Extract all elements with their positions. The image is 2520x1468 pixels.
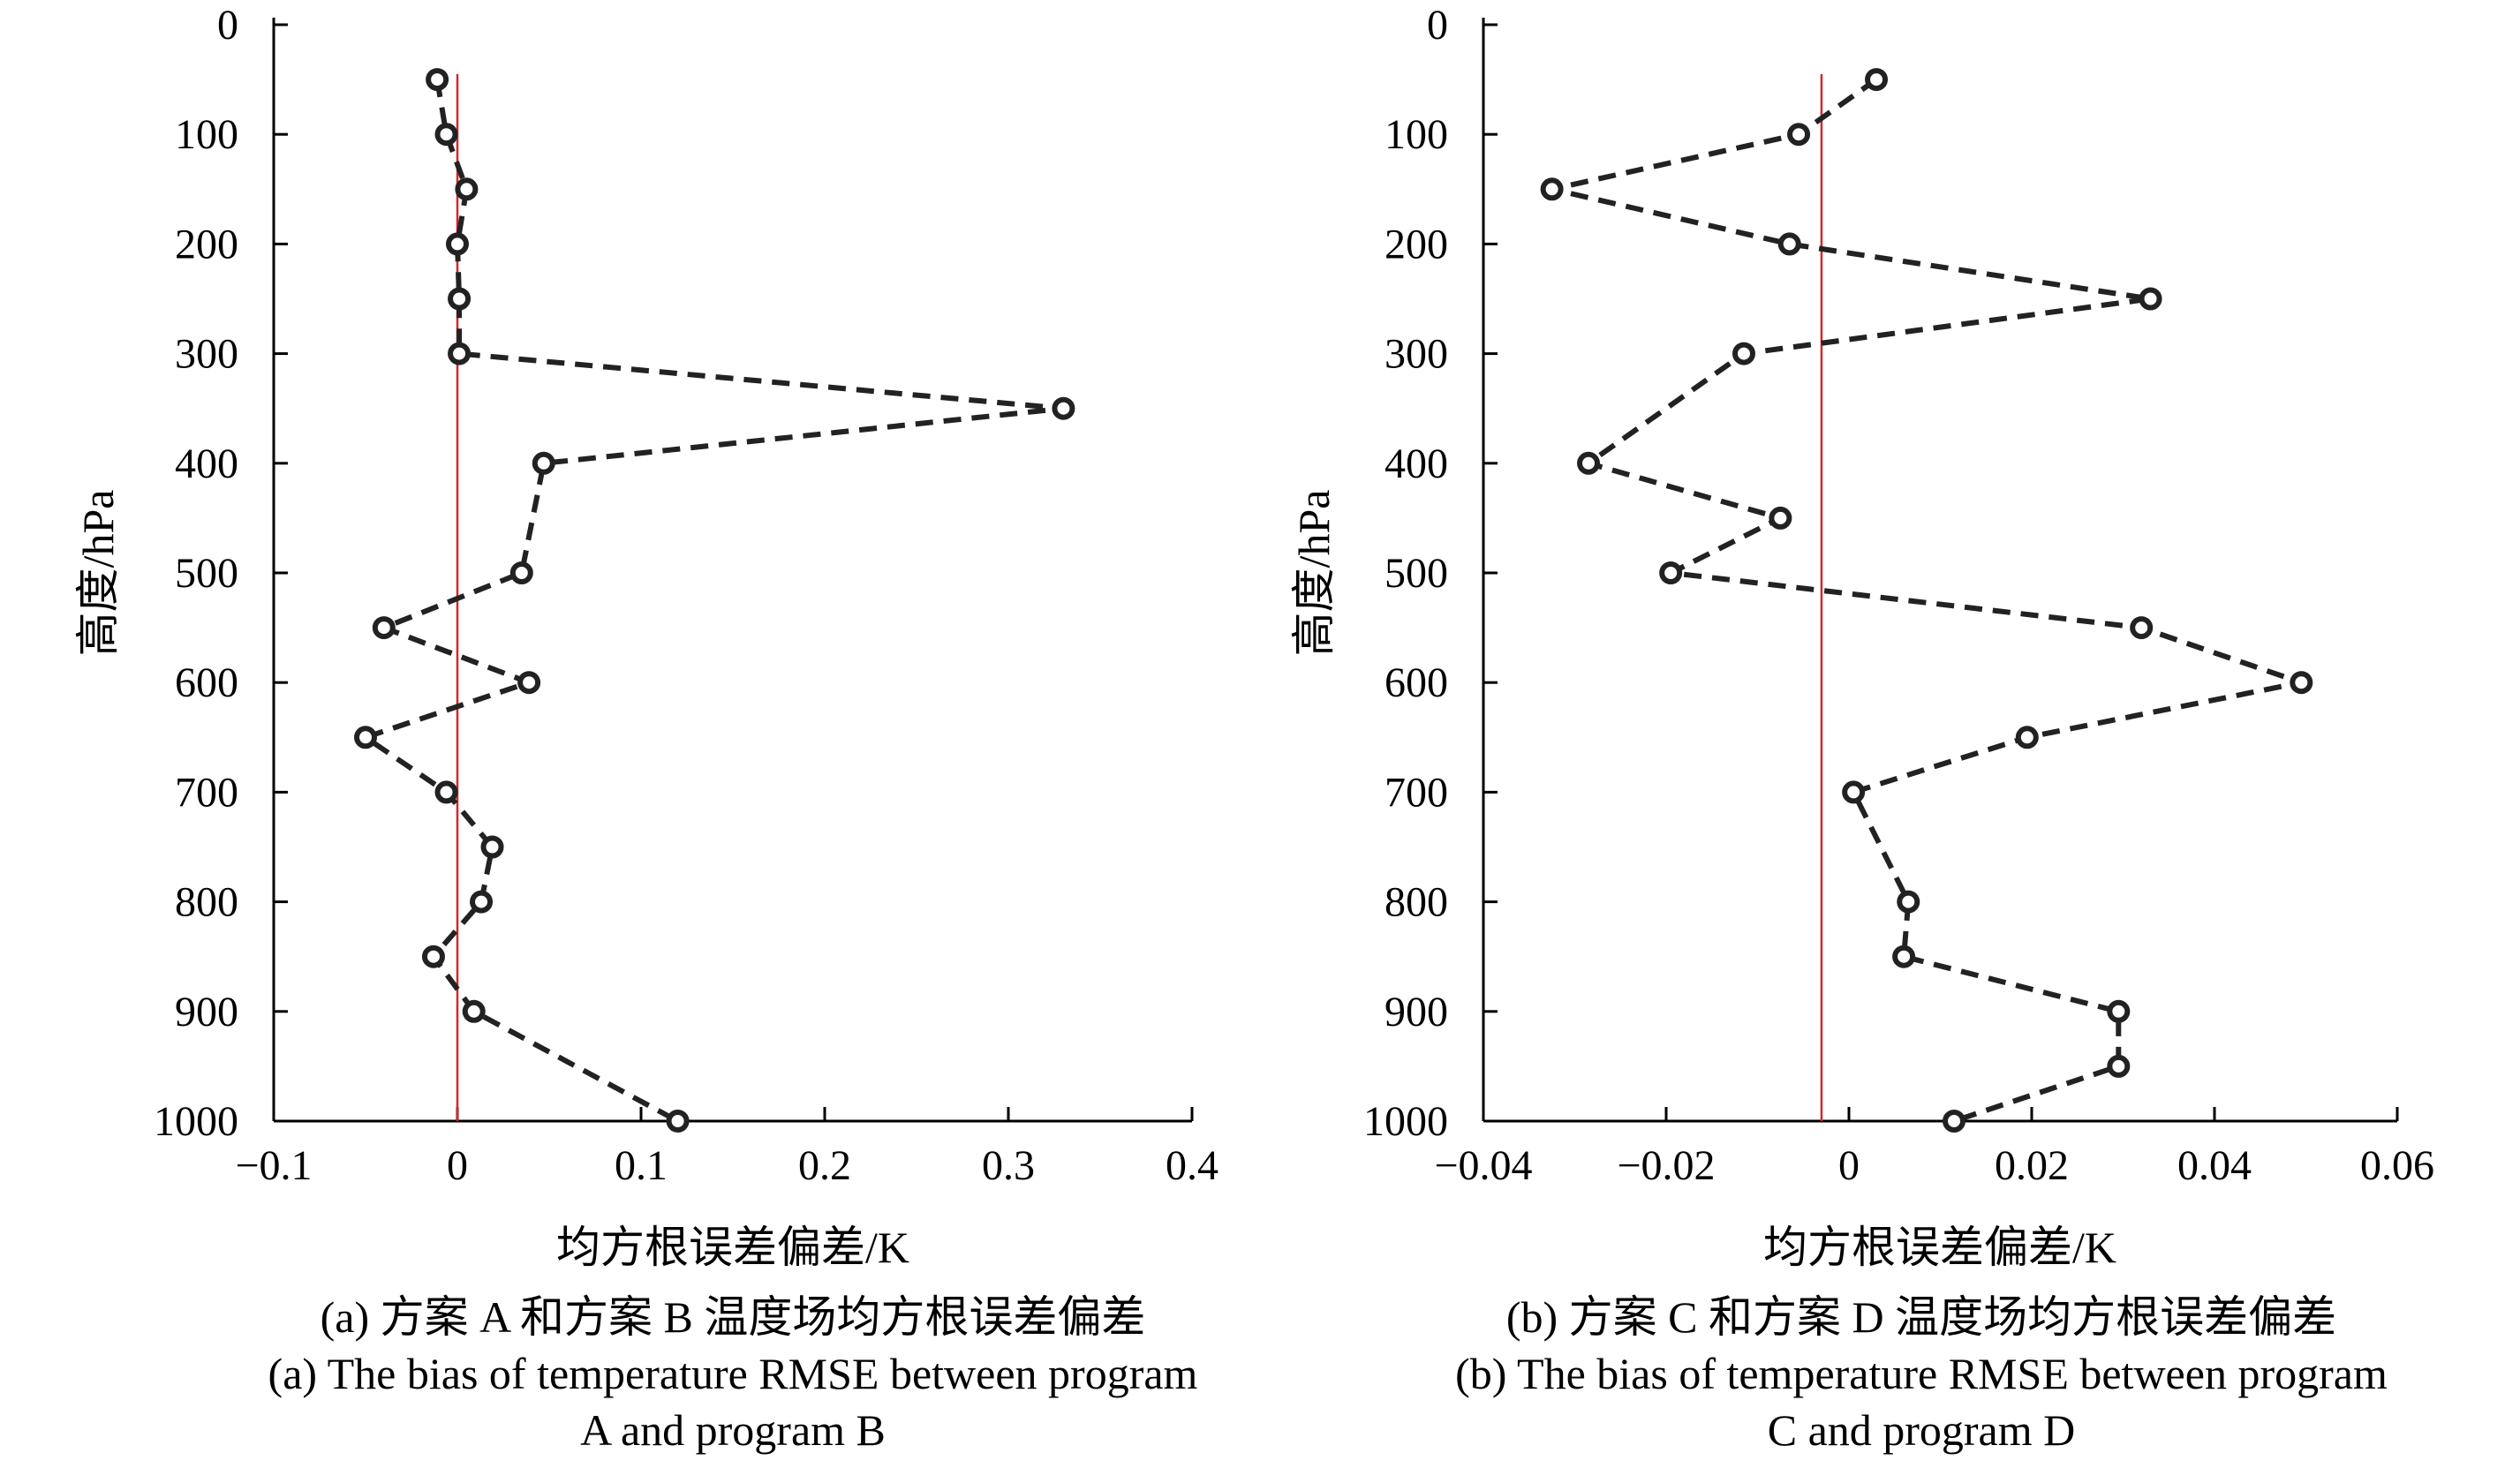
x-axis-title: 均方根误差偏差/K xyxy=(1763,1223,2116,1272)
data-point-marker xyxy=(1577,451,1601,475)
caption-b-chinese: (b) 方案 C 和方案 D 温度场均方根误差偏差 xyxy=(1505,1292,2337,1342)
data-point-marker xyxy=(532,451,555,475)
data-point-marker xyxy=(421,945,445,968)
y-tick-label: 400 xyxy=(175,440,238,487)
y-tick-label: 700 xyxy=(175,769,238,816)
x-tick-label: −0.02 xyxy=(1617,1142,1715,1189)
data-point-marker xyxy=(455,177,479,201)
data-point-marker xyxy=(1540,177,1564,201)
data-point-marker xyxy=(2290,671,2313,695)
y-tick-label: 0 xyxy=(1427,2,1448,49)
x-tick-label: 0 xyxy=(1838,1142,1860,1189)
caption-a-english-line2: A and program B xyxy=(580,1405,886,1455)
series-line xyxy=(1550,77,2312,1124)
data-point-marker xyxy=(2139,287,2162,311)
x-axis-title: 均方根误差偏差/K xyxy=(556,1223,909,1272)
caption-a-english-line1: (a) The bias of temperature RMSE between… xyxy=(268,1349,1198,1398)
data-point-marker xyxy=(480,835,504,859)
x-tick-label: 0.02 xyxy=(1995,1142,2069,1189)
caption-a: (a) 方案 A 和方案 B 温度场均方根误差偏差 (a) The bias o… xyxy=(132,1289,1333,1458)
y-tick-label: 1000 xyxy=(1363,1098,1448,1145)
y-tick-label: 0 xyxy=(217,2,238,49)
y-tick-label: 100 xyxy=(175,111,238,158)
data-point-marker xyxy=(1943,1110,1966,1133)
data-point-marker xyxy=(2130,616,2154,640)
data-point-marker xyxy=(2107,999,2131,1023)
x-tick-label: 0.3 xyxy=(982,1142,1035,1189)
data-point-marker xyxy=(434,780,458,804)
data-point-marker xyxy=(2107,1054,2131,1078)
y-tick-label: 900 xyxy=(1384,989,1448,1035)
y-tick-label: 500 xyxy=(175,550,238,597)
data-point-marker xyxy=(1052,396,1075,420)
data-point-marker xyxy=(1659,561,1683,584)
y-tick-label: 100 xyxy=(1384,111,1448,158)
x-tick-label: 0.1 xyxy=(615,1142,668,1189)
caption-b-english-line2: C and program D xyxy=(1767,1405,2076,1455)
data-point-marker xyxy=(509,561,533,584)
x-tick-label: 0 xyxy=(447,1142,468,1189)
data-point-marker xyxy=(517,671,541,695)
data-point-marker xyxy=(1769,506,1792,530)
y-tick-label: 400 xyxy=(1384,440,1448,487)
data-point-marker xyxy=(446,232,469,256)
y-tick-label: 800 xyxy=(175,879,238,926)
y-axis-title: 高度/hPa xyxy=(73,490,123,657)
data-point-marker xyxy=(354,726,377,749)
data-point-marker xyxy=(1777,232,1801,256)
data-point-marker xyxy=(426,68,449,92)
data-point-marker xyxy=(1787,123,1811,147)
y-tick-label: 300 xyxy=(175,331,238,378)
data-point-marker xyxy=(470,890,494,914)
y-tick-label: 500 xyxy=(1384,550,1448,597)
data-point-marker xyxy=(666,1110,690,1133)
y-tick-label: 300 xyxy=(1384,331,1448,378)
x-tick-label: 0.06 xyxy=(2360,1142,2434,1189)
caption-a-chinese: (a) 方案 A 和方案 B 温度场均方根误差偏差 xyxy=(320,1292,1146,1342)
data-point-marker xyxy=(448,342,472,365)
caption-b-english-line1: (b) The bias of temperature RMSE between… xyxy=(1455,1349,2388,1398)
data-point-marker xyxy=(2015,726,2039,749)
y-tick-label: 200 xyxy=(175,221,238,267)
y-tick-label: 900 xyxy=(175,989,238,1035)
y-tick-label: 600 xyxy=(175,659,238,706)
data-point-marker xyxy=(372,616,396,640)
x-tick-label: 0.2 xyxy=(798,1142,851,1189)
x-tick-label: 0.4 xyxy=(1166,1142,1219,1189)
caption-b: (b) 方案 C 和方案 D 温度场均方根误差偏差 (b) The bias o… xyxy=(1321,1289,2520,1458)
y-tick-label: 1000 xyxy=(154,1098,238,1145)
y-tick-label: 700 xyxy=(1384,769,1448,816)
data-point-marker xyxy=(1842,780,1866,804)
data-point-marker xyxy=(1892,945,1916,968)
series-line xyxy=(359,79,1064,1124)
x-tick-label: 0.04 xyxy=(2177,1142,2252,1189)
data-point-marker xyxy=(434,123,458,147)
data-point-marker xyxy=(1732,342,1755,365)
chart-panel-b: 0 100 200 300 400 500 600 700 800 900 1000−0.04 −0.… xyxy=(1289,2,2434,1272)
data-point-marker xyxy=(1897,890,1920,914)
data-point-marker xyxy=(462,999,486,1023)
data-point-marker xyxy=(1865,68,1889,92)
x-tick-label: −0.04 xyxy=(1434,1142,1532,1189)
y-tick-label: 800 xyxy=(1384,879,1448,926)
data-point-marker xyxy=(448,287,472,311)
chart-panel-a: 0 100 200 300 400 500 600 700 800 900 1000−0.1 0 0.1… xyxy=(73,2,1219,1272)
y-tick-label: 200 xyxy=(1384,221,1448,267)
x-tick-label: −0.1 xyxy=(235,1142,312,1189)
y-tick-label: 600 xyxy=(1384,659,1448,706)
y-axis-title: 高度/hPa xyxy=(1289,490,1339,657)
